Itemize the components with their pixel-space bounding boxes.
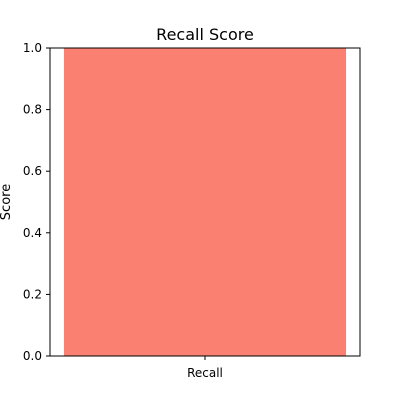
plot-frame [49,47,361,357]
y-axis-label: Score [0,184,14,220]
y-tick-label: 0.4 [23,226,42,240]
x-ticks-layer: Recall [187,356,223,380]
bars-layer [63,48,347,356]
chart-title: Recall Score [156,25,254,44]
y-tick-label: 0.6 [23,164,42,178]
y-tick-label: 0.0 [23,349,42,363]
x-tick-label: Recall [187,366,223,380]
y-ticks-layer: 0.0 0.2 0.4 0.6 0.8 1.0 [23,41,50,363]
bar-recall [63,48,347,356]
y-tick-label: 0.8 [23,103,42,117]
y-tick-label: 1.0 [23,41,42,55]
y-tick-label: 0.2 [23,287,42,301]
